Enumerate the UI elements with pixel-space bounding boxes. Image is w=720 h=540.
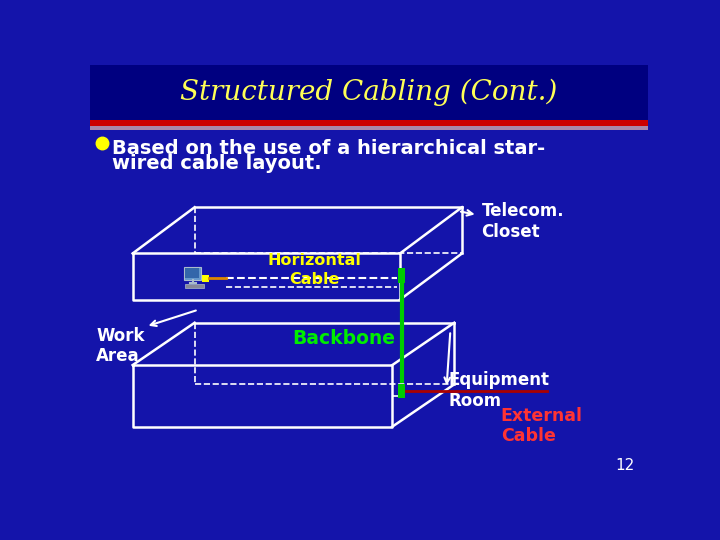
Text: Equipment
Room: Equipment Room [448, 372, 549, 410]
FancyBboxPatch shape [90, 65, 648, 120]
Text: 12: 12 [616, 458, 635, 473]
Text: External
Cable: External Cable [500, 407, 582, 446]
Text: Telecom.
Closet: Telecom. Closet [482, 202, 564, 241]
Text: Backbone: Backbone [292, 329, 395, 348]
Text: Based on the use of a hierarchical star-: Based on the use of a hierarchical star- [112, 139, 545, 158]
Text: wired cable layout.: wired cable layout. [112, 154, 321, 173]
Bar [398, 268, 405, 284]
Text: Horizontal
Cable: Horizontal Cable [268, 253, 361, 287]
Bar [90, 126, 648, 130]
Bar [90, 120, 648, 126]
Bar [185, 284, 204, 288]
Bar [202, 275, 210, 282]
Bar [185, 268, 199, 278]
Bar [397, 384, 405, 398]
Text: Work
Area: Work Area [96, 327, 145, 366]
Text: Structured Cabling (Cont.): Structured Cabling (Cont.) [180, 79, 558, 106]
Bar [184, 267, 201, 280]
